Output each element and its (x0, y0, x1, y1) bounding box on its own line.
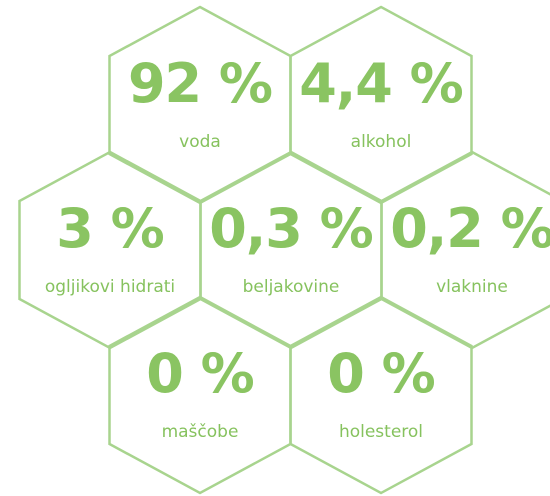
cell-label: ogljikovi hidrati (45, 277, 175, 297)
cell-label: maščobe (162, 422, 239, 442)
cell-value: 0 % (146, 342, 253, 405)
cell-value: 4,4 % (299, 52, 463, 115)
hexagon (289, 295, 473, 495)
cell-value: 3 % (56, 197, 163, 260)
cell-label: vlaknine (436, 277, 508, 297)
cell-value: 0,2 % (390, 197, 550, 260)
cell-label: holesterol (339, 422, 423, 442)
cell-label: alkohol (351, 132, 412, 152)
cell-value: 0 % (327, 342, 434, 405)
cell-value: 92 % (128, 52, 272, 115)
cell-label: voda (179, 132, 221, 152)
cell-label: beljakovine (243, 277, 340, 297)
cell-value: 0,3 % (209, 197, 373, 260)
